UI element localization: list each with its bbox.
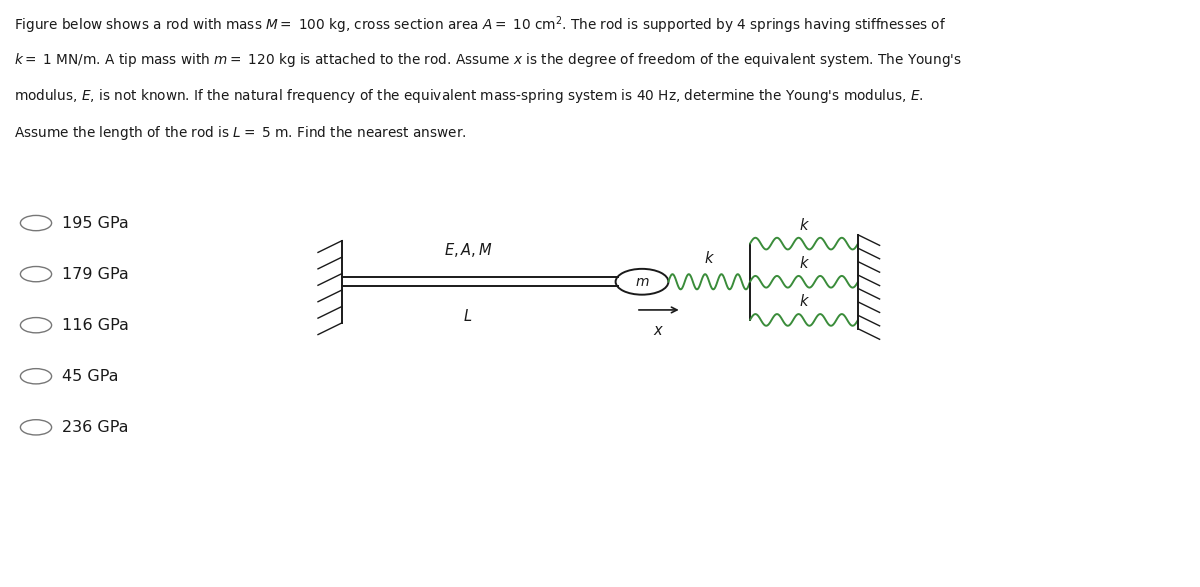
Text: $E, A, M$: $E, A, M$ — [444, 241, 492, 259]
Text: $k =$ 1 MN/m. A tip mass with $m =$ 120 kg is attached to the rod. Assume $x$ is: $k =$ 1 MN/m. A tip mass with $m =$ 120 … — [14, 51, 962, 69]
Text: $k$: $k$ — [798, 294, 810, 309]
Text: $k$: $k$ — [798, 255, 810, 271]
Text: 179 GPa: 179 GPa — [62, 266, 130, 282]
Text: Assume the length of the rod is $L =$ 5 m. Find the nearest answer.: Assume the length of the rod is $L =$ 5 … — [14, 124, 467, 142]
Text: $k$: $k$ — [703, 251, 715, 266]
Text: Figure below shows a rod with mass $M =$ 100 kg, cross section area $A =$ 10 cm$: Figure below shows a rod with mass $M =$… — [14, 15, 947, 36]
Text: 116 GPa: 116 GPa — [62, 318, 130, 333]
Text: modulus, $E$, is not known. If the natural frequency of the equivalent mass-spri: modulus, $E$, is not known. If the natur… — [14, 87, 924, 106]
Text: $m$: $m$ — [635, 275, 649, 289]
Text: 45 GPa: 45 GPa — [62, 369, 119, 384]
Text: $L$: $L$ — [463, 308, 473, 323]
Text: 236 GPa: 236 GPa — [62, 420, 128, 435]
Text: $x$: $x$ — [653, 323, 665, 338]
Text: $k$: $k$ — [798, 217, 810, 233]
Text: 195 GPa: 195 GPa — [62, 215, 130, 231]
